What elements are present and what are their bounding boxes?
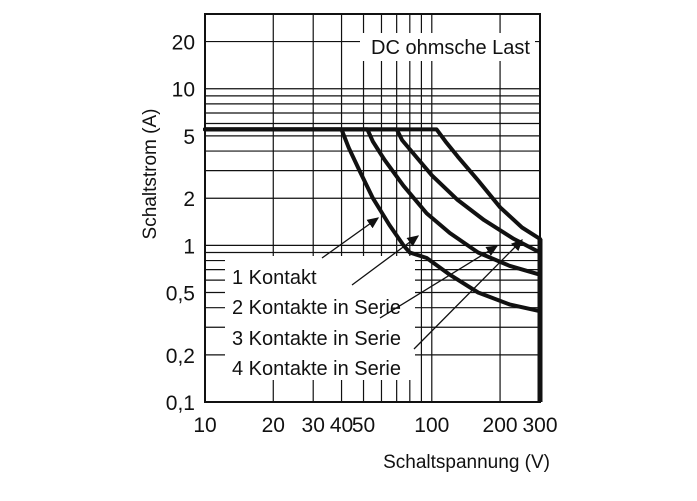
x-tick-label: 20: [262, 414, 285, 437]
y-tick-label: 0,5: [166, 283, 195, 306]
legend-label-3: 3 Kontakte in Serie: [232, 328, 401, 350]
x-tick-label: 40: [330, 414, 353, 437]
y-tick-label: 5: [183, 126, 195, 149]
legend-backdrop: [225, 256, 415, 380]
y-tick-label: 1: [183, 235, 195, 258]
legend-label-1: 1 Kontakt: [232, 267, 317, 289]
annotation-backdrop: [360, 33, 535, 61]
series-line-1: [203, 127, 542, 314]
y-tick-label: 10: [172, 79, 195, 102]
x-axis-label: Schaltspannung (V): [383, 452, 550, 473]
series-line-4: [203, 127, 542, 241]
x-tick-label: 50: [352, 414, 375, 437]
legend-leader-3: [379, 245, 499, 319]
x-tick-label: 200: [483, 414, 518, 437]
series-line-2: [203, 127, 542, 277]
x-tick-label: 300: [522, 414, 557, 437]
y-tick-label: 0,2: [166, 345, 195, 368]
plot-frame: [204, 13, 541, 403]
legend-label-2: 2 Kontakte in Serie: [232, 297, 401, 319]
x-tick-label: 10: [193, 414, 216, 437]
y-tick-label: 20: [172, 32, 195, 55]
x-tick-label: 30: [302, 414, 325, 437]
series-line-3: [203, 127, 542, 255]
y-tick-label: 0,1: [166, 392, 195, 415]
legend-leader-4: [413, 239, 523, 350]
y-tick-label: 2: [183, 188, 195, 211]
chart-annotation: DC ohmsche Last: [371, 37, 530, 59]
legend-leader-1: [321, 217, 380, 259]
x-tick-label: 100: [414, 414, 449, 437]
legend-leader-2: [351, 235, 420, 286]
y-axis-label: Schaltstrom (A): [140, 109, 161, 240]
legend-label-4: 4 Kontakte in Serie: [232, 358, 401, 380]
